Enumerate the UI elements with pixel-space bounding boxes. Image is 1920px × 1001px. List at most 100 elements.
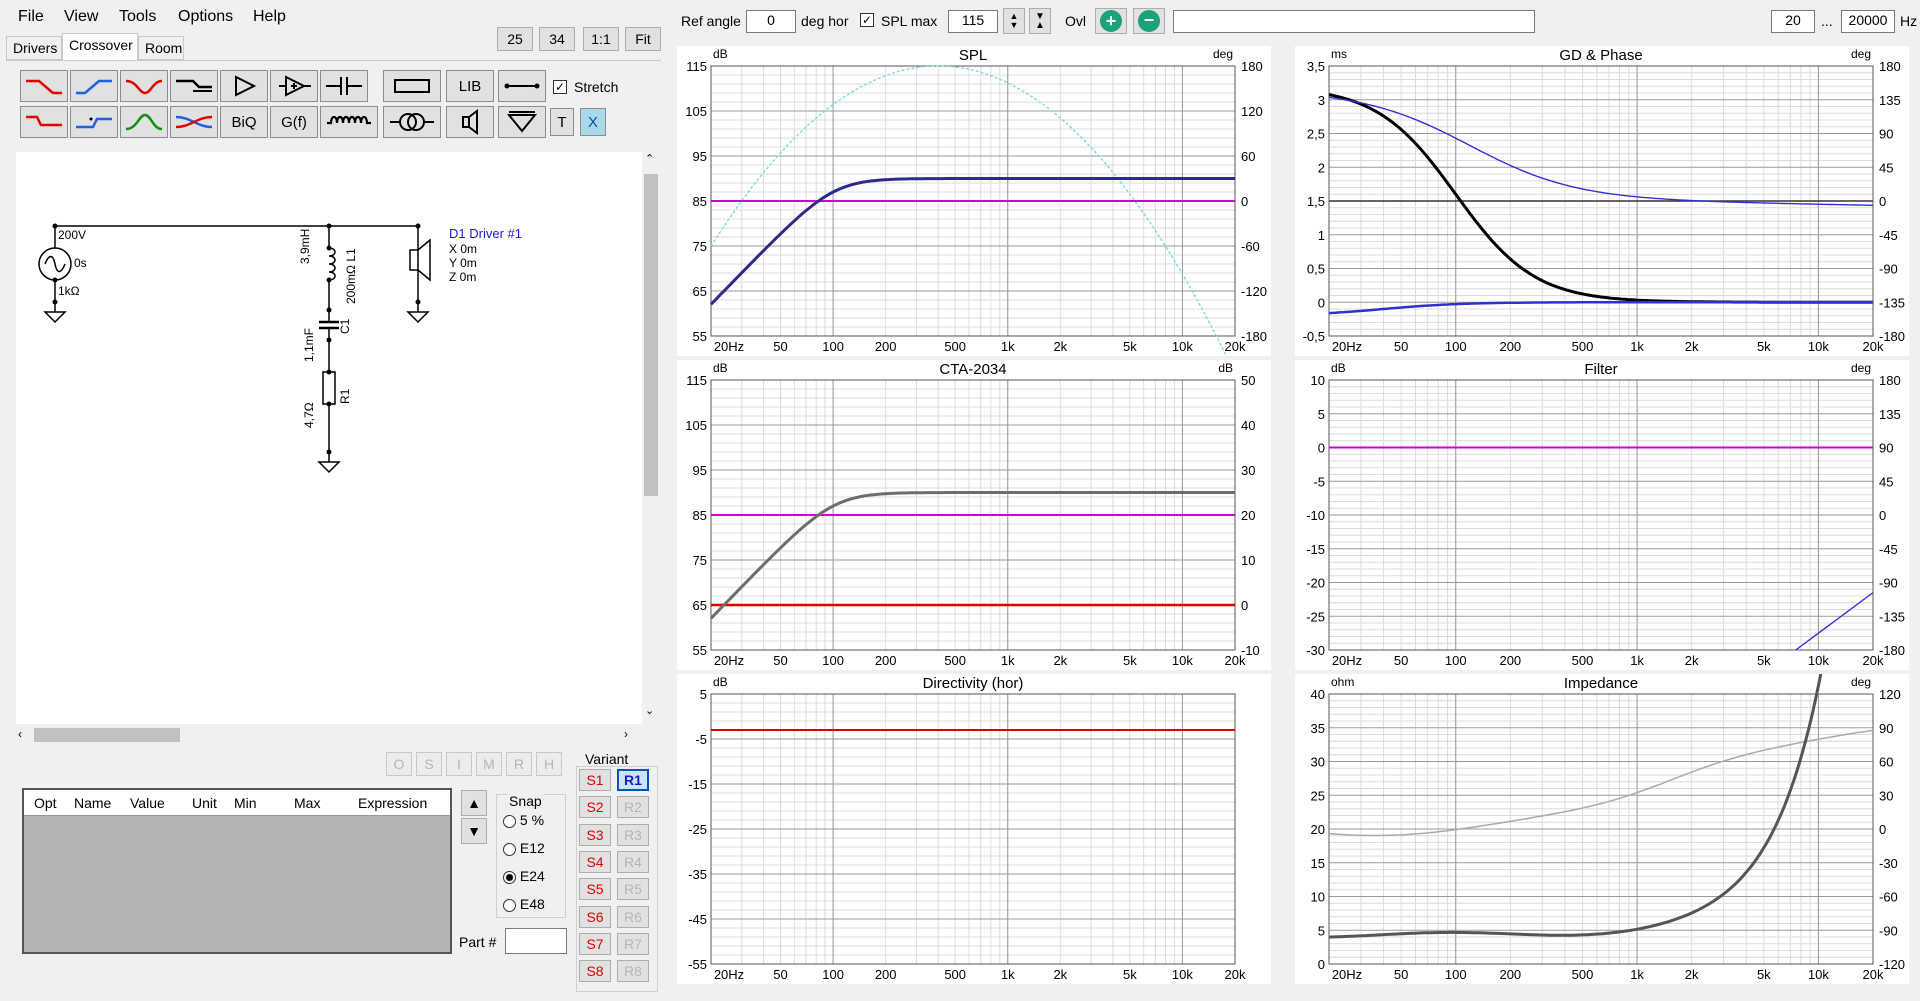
- scroll-left-icon[interactable]: ‹: [18, 727, 22, 741]
- variant-s7-button[interactable]: S7: [579, 932, 611, 955]
- zoom-34-button[interactable]: 34: [539, 27, 575, 51]
- mode-s-button[interactable]: S: [416, 752, 442, 776]
- col-name[interactable]: Name: [74, 795, 112, 811]
- freq-min-input[interactable]: 20: [1771, 10, 1815, 33]
- tab-crossover[interactable]: Crossover: [62, 33, 138, 61]
- variant-s5-button[interactable]: S5: [579, 878, 611, 901]
- cta2034-chart[interactable]: CTA-2034 dB dB 115 105 95 85 75 65 55 50 40 30 20 10 0-…: [677, 360, 1271, 670]
- mode-h-button[interactable]: H: [536, 752, 562, 776]
- shelf-filter-button[interactable]: [170, 70, 218, 102]
- spl-chart[interactable]: SPL dB deg 115 105 95 85 75 65 55 180 120 60 0 -60 -120…: [677, 46, 1271, 356]
- mode-o-button[interactable]: O: [386, 752, 412, 776]
- snap-option-e48[interactable]: E48: [503, 896, 545, 912]
- allpass-filter-button[interactable]: [170, 106, 218, 138]
- menu-file[interactable]: File: [18, 8, 44, 25]
- lowpass-filter-button[interactable]: [20, 70, 68, 102]
- scroll-right-icon[interactable]: ›: [624, 727, 628, 741]
- vertical-scrollbar[interactable]: ⌃ ⌄: [642, 152, 660, 724]
- text-button[interactable]: T: [550, 108, 574, 136]
- part-number-input[interactable]: [505, 928, 567, 954]
- menu-options[interactable]: Options: [178, 8, 234, 25]
- move-up-button[interactable]: ▲: [461, 790, 487, 816]
- horizontal-scroll-thumb[interactable]: [34, 728, 180, 742]
- variant-s2-button[interactable]: S2: [579, 796, 611, 819]
- variant-s3-button[interactable]: S3: [579, 823, 611, 846]
- inductor-button[interactable]: [320, 106, 378, 138]
- buffer-button[interactable]: [270, 70, 318, 102]
- scroll-up-icon[interactable]: ⌃: [645, 153, 655, 165]
- impedance-chart[interactable]: Impedance ohm deg 40 35 30 25 20 15 10 5 0 120 90 60 30…: [1295, 674, 1909, 984]
- bandpass-filter-button[interactable]: [120, 106, 168, 138]
- add-overlay-button[interactable]: +: [1095, 8, 1127, 34]
- notch-filter-button[interactable]: [120, 70, 168, 102]
- stretch-checkbox[interactable]: ✓: [553, 80, 567, 94]
- mode-m-button[interactable]: M: [476, 752, 502, 776]
- driver-name[interactable]: D1 Driver #1: [449, 226, 522, 241]
- zoom-25-button[interactable]: 25: [497, 27, 533, 51]
- col-min[interactable]: Min: [234, 795, 257, 811]
- directivity-chart[interactable]: Directivity (hor) dB 5 -5 -15 -25 -35 -45 -55 20H…: [677, 674, 1271, 984]
- spl-max-checkbox[interactable]: ✓: [860, 13, 874, 27]
- remove-overlay-button[interactable]: −: [1133, 8, 1165, 34]
- snap-option-e24[interactable]: E24: [503, 868, 545, 884]
- lowpass2-filter-button[interactable]: [20, 106, 68, 138]
- scroll-down-icon[interactable]: ⌄: [645, 705, 655, 717]
- move-down-button[interactable]: ▼: [461, 818, 487, 844]
- vertical-scroll-thumb[interactable]: [644, 174, 658, 496]
- filter-chart[interactable]: Filter dB deg 10 5 0 -5 -10 -15 -20 -25 -30 180 135 90…: [1295, 360, 1909, 670]
- highpass-filter-button[interactable]: [70, 70, 118, 102]
- zoom-fit-button[interactable]: Fit: [625, 27, 661, 51]
- schematic-canvas[interactable]: 200V 0s 1kΩ 3,9mH 200mΩ L1 1,1mF C1 4,7Ω…: [16, 152, 642, 724]
- col-opt[interactable]: Opt: [34, 795, 57, 811]
- variant-s8-button[interactable]: S8: [579, 960, 611, 983]
- variant-s6-button[interactable]: S6: [579, 905, 611, 928]
- ref-angle-input[interactable]: 0: [746, 10, 796, 33]
- menu-view[interactable]: View: [64, 8, 99, 25]
- zoom-1to1-button[interactable]: 1:1: [583, 27, 619, 51]
- variant-r4-button[interactable]: R4: [617, 850, 649, 873]
- amplifier-button[interactable]: [220, 70, 268, 102]
- menu-tools[interactable]: Tools: [119, 8, 157, 25]
- gd-phase-chart[interactable]: GD & Phase ms deg 3,5 3 2,5 2 1,5 1 0,5 0 -0,5 180 13…: [1295, 46, 1909, 356]
- optimizer-table[interactable]: Opt Name Value Unit Min Max Expression: [22, 788, 452, 954]
- highpass2-filter-button[interactable]: [70, 106, 118, 138]
- wire-button[interactable]: [498, 70, 546, 102]
- overlay-name-input[interactable]: [1173, 10, 1535, 33]
- ground-button[interactable]: [498, 106, 546, 138]
- driver-button[interactable]: [446, 106, 494, 138]
- variant-r7-button[interactable]: R7: [617, 932, 649, 955]
- library-button[interactable]: LIB: [446, 70, 494, 102]
- mode-r-button[interactable]: R: [506, 752, 532, 776]
- spl-auto-button[interactable]: ▼ ▲: [1029, 8, 1051, 34]
- variant-r8-button[interactable]: R8: [617, 960, 649, 983]
- tab-room[interactable]: Room: [138, 36, 184, 60]
- resistor-button[interactable]: [383, 70, 441, 102]
- spl-max-spinner[interactable]: ▲ ▼: [1003, 8, 1025, 34]
- capacitor-button[interactable]: [320, 70, 368, 102]
- delete-button[interactable]: X: [580, 108, 606, 136]
- biquad-button[interactable]: BiQ: [220, 106, 268, 138]
- spl-max-input[interactable]: 115: [948, 10, 998, 33]
- snap-option-e12[interactable]: E12: [503, 840, 545, 856]
- transformer-button[interactable]: [383, 106, 441, 138]
- variant-r3-button[interactable]: R3: [617, 823, 649, 846]
- variant-s1-button[interactable]: S1: [579, 769, 611, 791]
- menu-help[interactable]: Help: [253, 8, 286, 25]
- variant-s4-button[interactable]: S4: [579, 850, 611, 873]
- variant-r2-button[interactable]: R2: [617, 796, 649, 819]
- col-max[interactable]: Max: [294, 795, 321, 811]
- col-unit[interactable]: Unit: [192, 795, 217, 811]
- snap-option-5pct[interactable]: 5 %: [503, 812, 544, 828]
- horizontal-scrollbar[interactable]: ‹ ›: [16, 726, 642, 744]
- transfer-function-button[interactable]: G(f): [270, 106, 318, 138]
- freq-max-input[interactable]: 20000: [1841, 10, 1895, 33]
- col-value[interactable]: Value: [130, 795, 165, 811]
- y-tick-left: 1,5: [1307, 194, 1325, 209]
- variant-r5-button[interactable]: R5: [617, 878, 649, 901]
- col-expression[interactable]: Expression: [358, 795, 428, 811]
- tab-drivers[interactable]: Drivers: [6, 36, 62, 60]
- y-tick-right: -180: [1879, 643, 1905, 658]
- mode-i-button[interactable]: I: [446, 752, 472, 776]
- variant-r6-button[interactable]: R6: [617, 905, 649, 928]
- variant-r1-button[interactable]: R1: [617, 769, 649, 791]
